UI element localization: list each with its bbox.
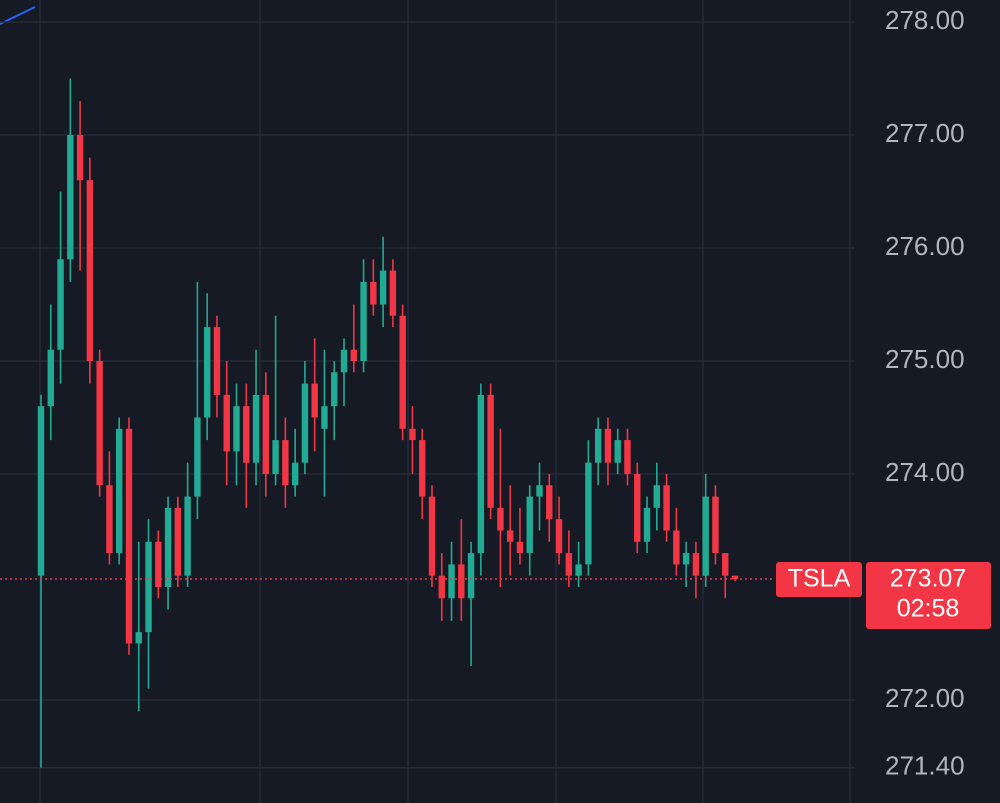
candle-body <box>243 406 250 463</box>
candle-body <box>135 632 142 644</box>
candle-body <box>76 135 84 181</box>
candle-body <box>653 485 661 508</box>
candle-body <box>213 327 221 395</box>
candle-body <box>594 428 602 463</box>
candle-body <box>360 281 367 361</box>
candle-body <box>115 428 123 554</box>
candle-body <box>448 564 455 599</box>
candle-body <box>624 440 631 474</box>
candle-body <box>272 440 279 474</box>
candle-body <box>57 259 64 350</box>
candle-body <box>614 440 621 463</box>
y-tick-label: 276.00 <box>885 231 965 261</box>
candle-body <box>125 428 133 644</box>
candle-body <box>604 428 612 463</box>
time-grid <box>39 0 851 803</box>
candle-body <box>428 496 436 576</box>
candle-body <box>731 575 739 580</box>
grid <box>0 21 855 769</box>
candle-body <box>233 406 240 452</box>
candle-body <box>673 530 680 565</box>
y-tick-label: 272.00 <box>885 683 965 713</box>
y-tick-label: 274.00 <box>885 457 965 487</box>
candle-body <box>145 541 152 633</box>
candle-body <box>663 485 670 531</box>
candle-body <box>174 507 182 576</box>
candle-body <box>203 327 211 418</box>
candles <box>37 78 739 768</box>
candle-body <box>516 541 524 554</box>
candle-body <box>458 564 465 599</box>
price-axis: 278.00 277.00 276.00 275.00 274.00 272.00 271.… <box>885 5 965 781</box>
candle-body <box>350 349 357 361</box>
candle-body <box>419 440 426 497</box>
candle-body <box>643 507 651 542</box>
price-tag: 273.07 <box>890 565 966 593</box>
symbol-tag: TSLA <box>788 565 851 593</box>
candle-body <box>47 349 54 407</box>
y-tick-label: 271.40 <box>885 751 965 781</box>
candle-body <box>526 496 533 554</box>
symbol-tag-box <box>776 562 862 598</box>
candle-body <box>506 530 514 542</box>
candle-body <box>301 383 309 463</box>
candle-body <box>96 360 103 486</box>
candle-body <box>252 394 260 463</box>
candle-body <box>321 406 328 429</box>
candle-body <box>409 428 416 441</box>
candle-body <box>634 473 641 542</box>
candle-body <box>575 564 582 576</box>
candle-body <box>585 462 592 565</box>
candle-body <box>86 180 94 361</box>
candle-body <box>262 394 270 474</box>
countdown: 02:58 <box>897 595 960 623</box>
candle-body <box>722 553 729 576</box>
candle-body <box>702 496 709 576</box>
candle-body <box>682 553 690 565</box>
y-tick-label: 277.00 <box>885 118 965 148</box>
candle-body <box>194 417 201 497</box>
candle-body <box>712 496 719 554</box>
candle-body <box>467 553 475 599</box>
candle-body <box>565 553 573 576</box>
candle-body <box>311 383 318 418</box>
candle-body <box>692 553 700 576</box>
candle-body <box>487 394 494 508</box>
candle-body <box>37 406 45 576</box>
candle-body <box>106 485 113 554</box>
price-tag-box <box>866 562 991 630</box>
candle-body <box>438 575 445 599</box>
candle-body <box>389 270 397 316</box>
candle-body <box>223 394 230 452</box>
candle-body <box>155 541 162 587</box>
candle-body <box>291 462 299 486</box>
candle-body <box>477 394 485 554</box>
candle-body <box>340 349 348 373</box>
candle-body <box>370 281 377 305</box>
trend-line <box>0 6 36 25</box>
candle-body <box>399 315 406 429</box>
candle-body <box>331 372 338 407</box>
y-tick-label: 278.00 <box>885 5 965 35</box>
candle-body <box>67 135 74 260</box>
candle-body <box>184 496 191 576</box>
candle-body <box>546 485 553 520</box>
candle-body <box>555 519 563 554</box>
candle-body <box>379 270 387 305</box>
candle-body <box>536 485 543 497</box>
candle-body <box>497 507 504 531</box>
candle-body <box>282 440 289 486</box>
y-tick-label: 275.00 <box>885 344 965 374</box>
candle-body <box>164 507 172 587</box>
